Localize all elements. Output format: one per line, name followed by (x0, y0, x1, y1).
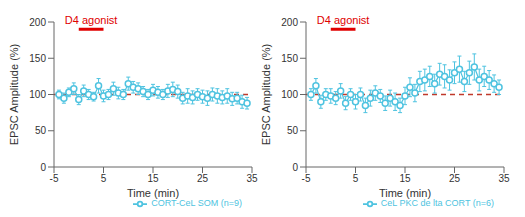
svg-text:-5: -5 (50, 173, 59, 184)
svg-text:5: 5 (101, 173, 107, 184)
svg-text:25: 25 (449, 173, 461, 184)
html-text:CORT-CeL SOM (n=9): CORT-CeL SOM (n=9) (151, 198, 242, 209)
svg-text:100: 100 (281, 89, 298, 100)
svg-text:15: 15 (399, 173, 411, 184)
svg-text:D4 agonist: D4 agonist (317, 14, 370, 26)
svg-text:15: 15 (147, 173, 159, 184)
svg-text:5: 5 (353, 173, 359, 184)
svg-text:35: 35 (498, 173, 510, 184)
svg-text:25: 25 (197, 173, 209, 184)
svg-text:200: 200 (29, 17, 46, 28)
svg-text:D4 agonist: D4 agonist (65, 14, 118, 26)
svg-text:EPSC Amplitude (%): EPSC Amplitude (%) (260, 44, 272, 145)
svg-text:50: 50 (35, 125, 47, 136)
svg-text:50: 50 (287, 125, 299, 136)
svg-text:Time (min): Time (min) (379, 187, 431, 199)
svg-text:150: 150 (281, 53, 298, 64)
svg-text:EPSC Amplitude (%): EPSC Amplitude (%) (8, 44, 20, 145)
svg-text:200: 200 (281, 17, 298, 28)
svg-text:35: 35 (246, 173, 258, 184)
html-text:CeL PKC de lta CORT (n=6): CeL PKC de lta CORT (n=6) (380, 198, 494, 209)
svg-text:0: 0 (40, 162, 46, 173)
svg-text:150: 150 (29, 53, 46, 64)
svg-text:100: 100 (29, 89, 46, 100)
svg-text:0: 0 (292, 162, 298, 173)
svg-text:Time (min): Time (min) (127, 187, 179, 199)
svg-text:-5: -5 (302, 173, 311, 184)
